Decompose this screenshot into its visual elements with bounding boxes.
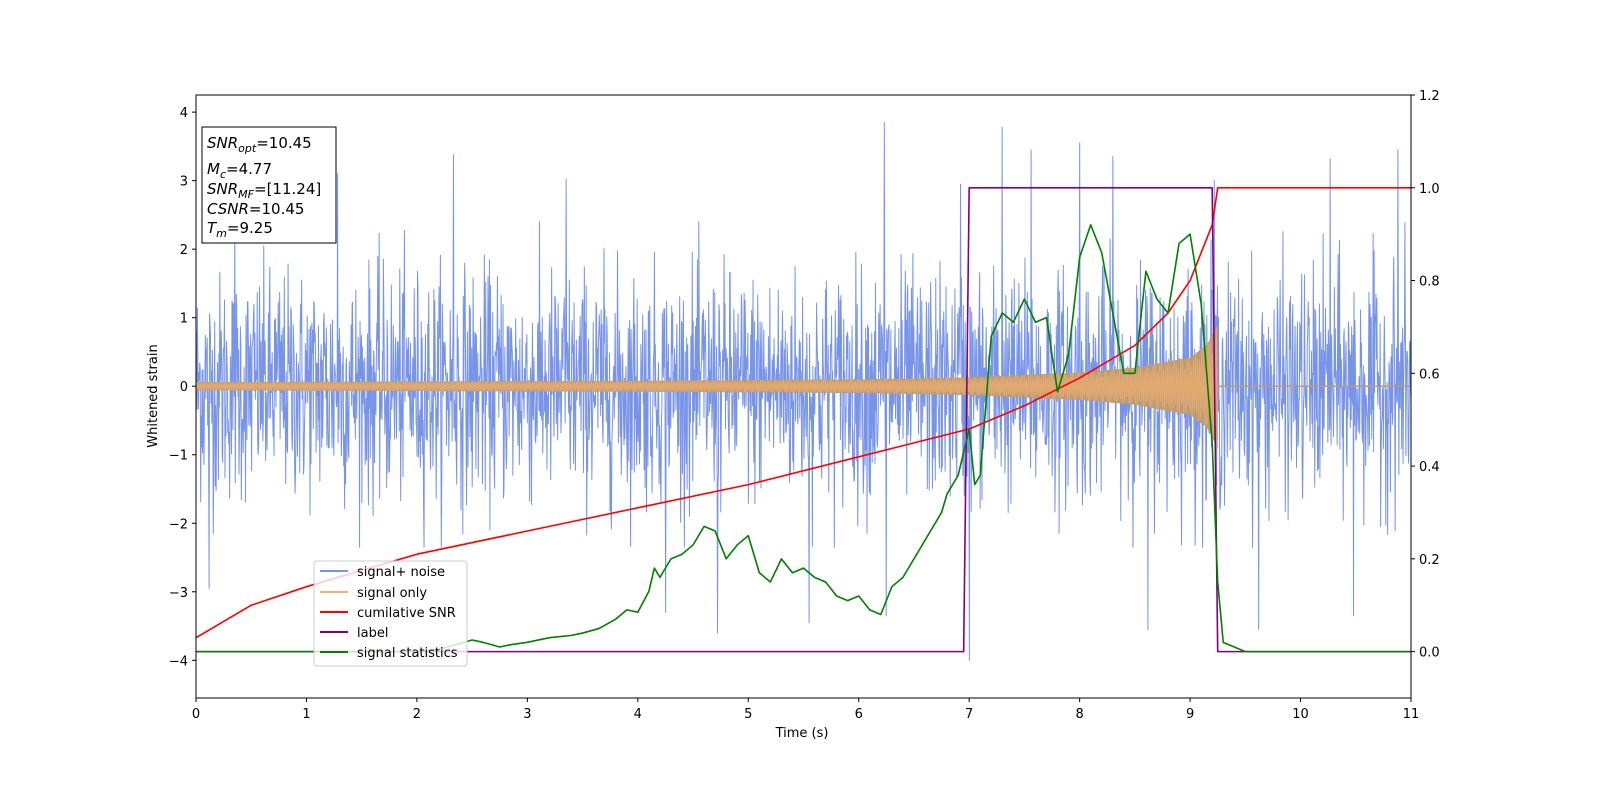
- y2-axis-ticks: 0.0 0.2 0.4 0.6 0.8 1.0 1.2: [1411, 89, 1440, 661]
- info-box-frame: [201, 126, 337, 244]
- y-tick-label: 1: [180, 312, 188, 327]
- info-mc: Mc=4.77: [207, 160, 272, 181]
- x-tick-label: 8: [1075, 707, 1083, 722]
- y-tick-label: −4: [169, 654, 188, 669]
- x-tick-label: 3: [523, 707, 531, 722]
- y-tick-label: −1: [169, 449, 188, 464]
- y-tick-label: 2: [180, 243, 188, 258]
- x-tick-label: 2: [413, 707, 421, 722]
- y-tick-label: 4: [180, 106, 188, 121]
- legend: signal+ noise signal only cumilative SNR…: [313, 560, 468, 667]
- y2-tick-label: 0.0: [1419, 646, 1440, 661]
- x-tick-label: 5: [744, 707, 752, 722]
- y2-tick-label: 1.2: [1419, 89, 1440, 104]
- y-tick-label: −3: [169, 586, 188, 601]
- y-axis-ticks: −4 −3 −2 −1 0 1 2 3 4: [169, 106, 196, 669]
- x-axis-label: Time (s): [775, 726, 829, 741]
- y2-tick-label: 0.4: [1419, 460, 1440, 475]
- x-tick-label: 10: [1292, 707, 1309, 722]
- legend-label-cumulative-snr: cumilative SNR: [357, 606, 456, 621]
- legend-label-signal-statistics: signal statistics: [357, 646, 458, 661]
- info-snr-opt: SNRopt=10.45: [207, 134, 312, 155]
- signal-only-waveform: [196, 327, 1219, 441]
- info-tm: Tm=9.25: [207, 219, 273, 240]
- y-axis-label: Whitened strain: [146, 344, 161, 447]
- legend-label-signal-noise: signal+ noise: [357, 565, 445, 580]
- x-tick-label: 6: [855, 707, 863, 722]
- x-tick-label: 11: [1403, 707, 1420, 722]
- y2-tick-label: 0.8: [1419, 275, 1440, 290]
- x-tick-label: 0: [192, 707, 200, 722]
- info-box: SNRopt=10.45 Mc=4.77 SNRMF=[11.24] CSNR=…: [201, 126, 337, 244]
- y2-tick-label: 0.6: [1419, 367, 1440, 382]
- y2-tick-label: 0.2: [1419, 553, 1440, 568]
- info-snr-mf: SNRMF=[11.24]: [207, 180, 321, 201]
- x-tick-label: 4: [634, 707, 642, 722]
- x-tick-label: 1: [302, 707, 310, 722]
- legend-frame: [313, 560, 468, 667]
- legend-label-label: label: [357, 626, 388, 641]
- info-csnr: CSNR=10.45: [207, 200, 304, 218]
- x-tick-label: 7: [965, 707, 973, 722]
- signal-only-series: [196, 324, 1411, 448]
- x-tick-label: 9: [1186, 707, 1194, 722]
- y-tick-label: −2: [169, 517, 188, 532]
- x-axis-ticks: 0 1 2 3 4 5 6 7 8 9 10 11: [192, 698, 1419, 722]
- plot-frame: [195, 94, 1412, 699]
- line-series-group: [196, 186, 1411, 653]
- y-tick-label: 0: [180, 380, 188, 395]
- legend-label-signal-only: signal only: [357, 586, 427, 601]
- y-tick-label: 3: [180, 175, 188, 190]
- signal-statistics-line: [196, 224, 1411, 653]
- y2-tick-label: 1.0: [1419, 182, 1440, 197]
